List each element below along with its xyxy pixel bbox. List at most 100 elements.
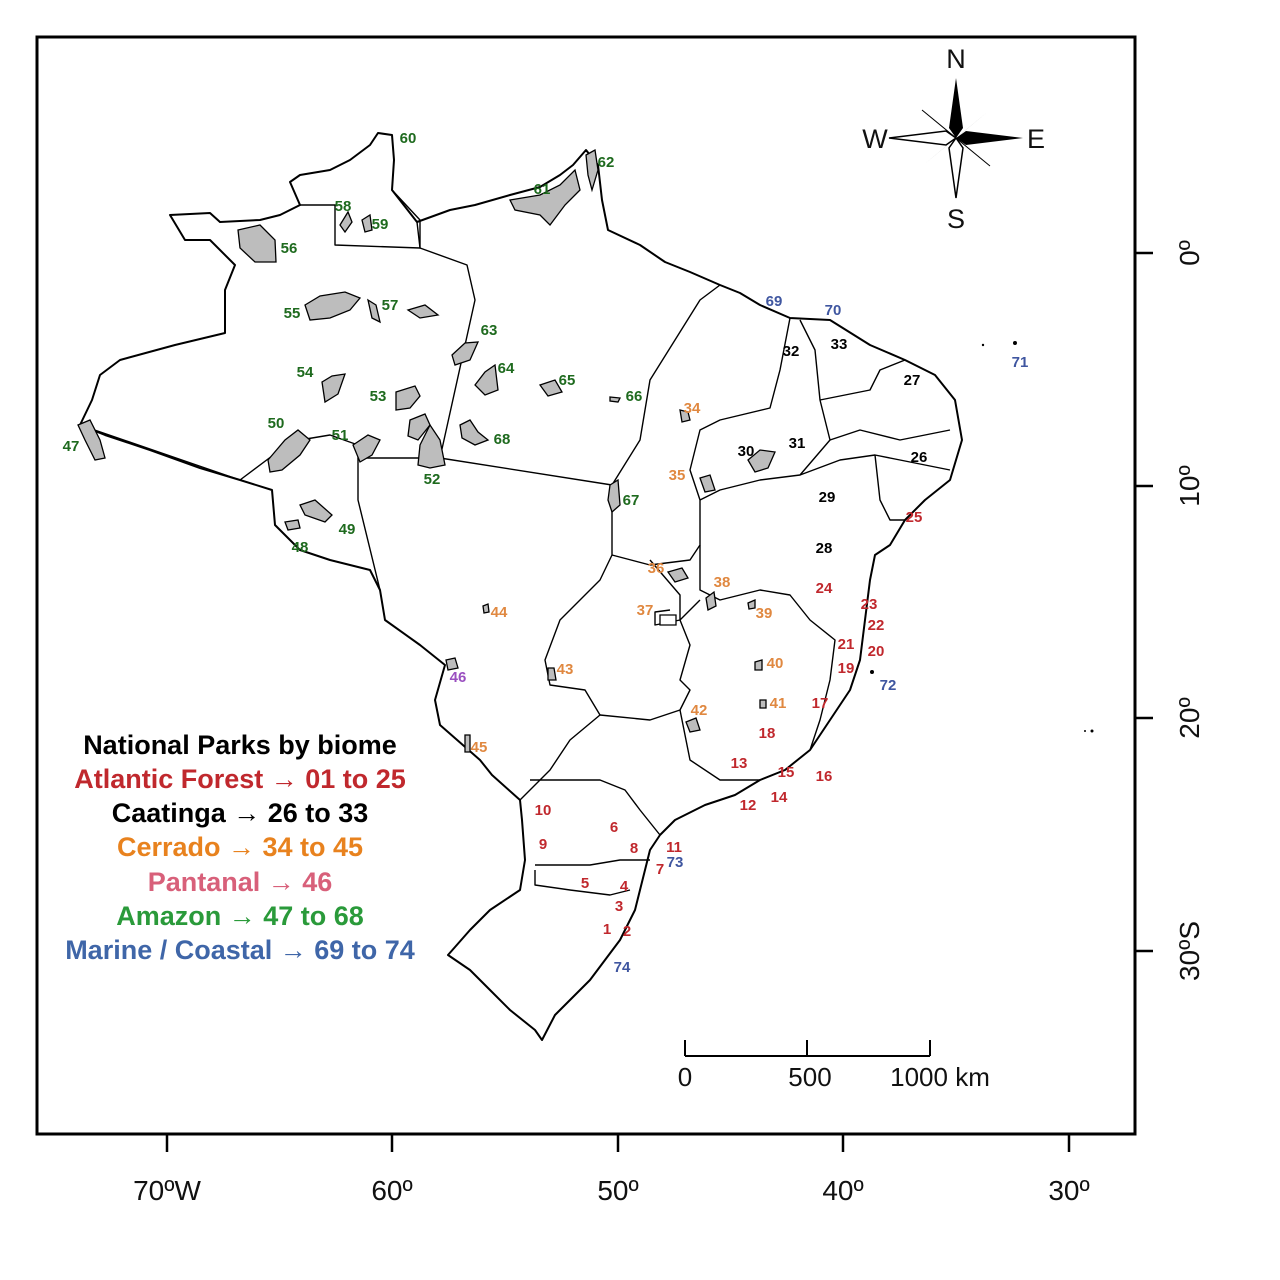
park-label-61: 61 xyxy=(534,181,551,198)
y-tick-label: 20º xyxy=(1174,697,1205,738)
park-label-6: 6 xyxy=(610,819,618,836)
scale-label-0: 0 xyxy=(678,1062,692,1092)
park-label-30: 30 xyxy=(738,443,755,460)
park-label-24: 24 xyxy=(816,580,833,597)
park-label-13: 13 xyxy=(731,755,748,772)
park-label-19: 19 xyxy=(838,660,855,677)
park-label-73: 73 xyxy=(667,854,684,871)
park-label-49: 49 xyxy=(339,521,356,538)
park-label-18: 18 xyxy=(759,725,776,742)
legend-title: National Parks by biome xyxy=(83,730,397,760)
y-tick-label: 30ºS xyxy=(1174,921,1205,981)
legend-entry-pantanal: Pantanal → 46 xyxy=(148,867,333,897)
park-label-28: 28 xyxy=(816,540,833,557)
y-tick-label: 0º xyxy=(1174,240,1205,266)
park-label-1: 1 xyxy=(603,921,611,938)
park-label-5: 5 xyxy=(581,875,589,892)
park-label-43: 43 xyxy=(557,661,574,678)
x-tick-label: 40º xyxy=(822,1175,863,1206)
park-label-47: 47 xyxy=(63,438,80,455)
brazil-outline xyxy=(79,132,963,1041)
park-label-41: 41 xyxy=(770,695,787,712)
park-label-63: 63 xyxy=(481,322,498,339)
park-label-29: 29 xyxy=(819,489,836,506)
park-label-66: 66 xyxy=(626,388,643,405)
x-tick-label: 50º xyxy=(597,1175,638,1206)
park-label-38: 38 xyxy=(714,574,731,591)
park-label-55: 55 xyxy=(284,305,301,322)
park-label-27: 27 xyxy=(904,372,921,389)
park-label-23: 23 xyxy=(861,596,878,613)
plot-frame xyxy=(35,35,1137,1136)
x-tick-label: 60º xyxy=(371,1175,412,1206)
y-axis xyxy=(1135,251,1153,953)
park-label-56: 56 xyxy=(281,240,298,257)
park-label-45: 45 xyxy=(471,739,488,756)
park-label-54: 54 xyxy=(297,364,314,381)
park-label-67: 67 xyxy=(623,492,640,509)
park-label-58: 58 xyxy=(335,198,352,215)
park-label-59: 59 xyxy=(372,216,389,233)
park-label-12: 12 xyxy=(740,797,757,814)
park-label-35: 35 xyxy=(669,467,686,484)
park-label-4: 4 xyxy=(620,878,629,895)
park-label-74: 74 xyxy=(614,959,631,976)
park-label-71: 71 xyxy=(1012,354,1029,371)
park-label-52: 52 xyxy=(424,471,441,488)
park-label-70: 70 xyxy=(825,302,842,319)
legend-entry-caatinga: Caatinga → 26 to 33 xyxy=(112,798,369,828)
legend-entry-atlantic: Atlantic Forest → 01 to 25 xyxy=(74,764,406,794)
compass-west: W xyxy=(862,124,888,154)
park-label-53: 53 xyxy=(370,388,387,405)
park-label-9: 9 xyxy=(539,836,547,853)
park-label-50: 50 xyxy=(268,415,285,432)
park-label-34: 34 xyxy=(684,400,701,417)
park-label-69: 69 xyxy=(766,293,783,310)
park-label-68: 68 xyxy=(494,431,511,448)
scale-label-500: 500 xyxy=(788,1062,831,1092)
x-tick-label: 70ºW xyxy=(133,1175,201,1206)
x-tick-label: 30º xyxy=(1048,1175,1089,1206)
park-label-62: 62 xyxy=(598,154,615,171)
park-label-22: 22 xyxy=(868,617,885,634)
park-label-48: 48 xyxy=(292,539,309,556)
park-label-65: 65 xyxy=(559,372,576,389)
y-tick-label: 10º xyxy=(1174,465,1205,506)
park-label-3: 3 xyxy=(615,898,623,915)
park-label-39: 39 xyxy=(756,605,773,622)
compass-east: E xyxy=(1027,124,1045,154)
park-label-57: 57 xyxy=(382,297,399,314)
park-label-33: 33 xyxy=(831,336,848,353)
park-label-64: 64 xyxy=(498,360,515,377)
park-label-11: 11 xyxy=(666,839,682,856)
park-label-44: 44 xyxy=(491,604,508,621)
compass-south: S xyxy=(947,204,965,234)
scale-label-1000: 1000 km xyxy=(890,1062,990,1092)
park-label-26: 26 xyxy=(911,449,928,466)
park-label-36: 36 xyxy=(648,560,665,577)
park-label-21: 21 xyxy=(838,636,855,653)
park-label-25: 25 xyxy=(906,509,923,526)
park-label-42: 42 xyxy=(691,702,708,719)
park-label-37: 37 xyxy=(637,602,654,619)
legend-entry-amazon: Amazon → 47 to 68 xyxy=(116,901,364,931)
legend-entry-marine: Marine / Coastal → 69 to 74 xyxy=(65,935,415,965)
park-label-40: 40 xyxy=(767,655,784,672)
park-label-8: 8 xyxy=(630,840,638,857)
park-label-16: 16 xyxy=(816,768,833,785)
park-label-14: 14 xyxy=(771,789,788,806)
park-label-32: 32 xyxy=(783,343,800,360)
park-label-2: 2 xyxy=(623,923,631,940)
scale-bar xyxy=(684,1040,931,1057)
park-label-60: 60 xyxy=(400,130,417,147)
islands xyxy=(870,341,1094,733)
park-label-7: 7 xyxy=(656,861,664,878)
park-label-15: 15 xyxy=(778,764,795,781)
park-label-20: 20 xyxy=(868,643,885,660)
park-label-10: 10 xyxy=(535,802,552,819)
legend: National Parks by biome Atlantic Forest … xyxy=(65,730,415,965)
park-label-17: 17 xyxy=(812,695,829,712)
park-areas xyxy=(77,148,776,753)
